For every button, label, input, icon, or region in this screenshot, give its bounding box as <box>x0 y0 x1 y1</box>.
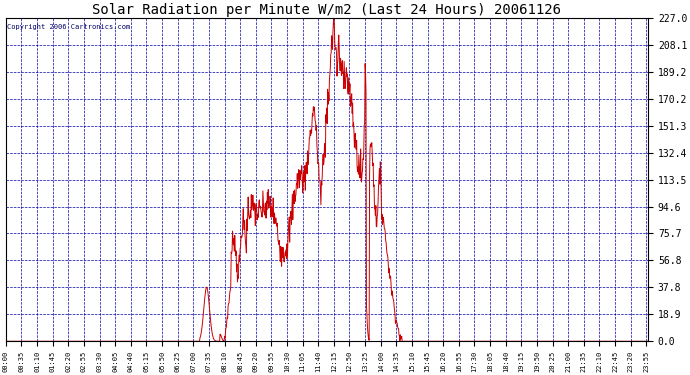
Title: Solar Radiation per Minute W/m2 (Last 24 Hours) 20061126: Solar Radiation per Minute W/m2 (Last 24… <box>92 3 562 17</box>
Text: Copyright 2006 Cartronics.com: Copyright 2006 Cartronics.com <box>7 24 130 30</box>
